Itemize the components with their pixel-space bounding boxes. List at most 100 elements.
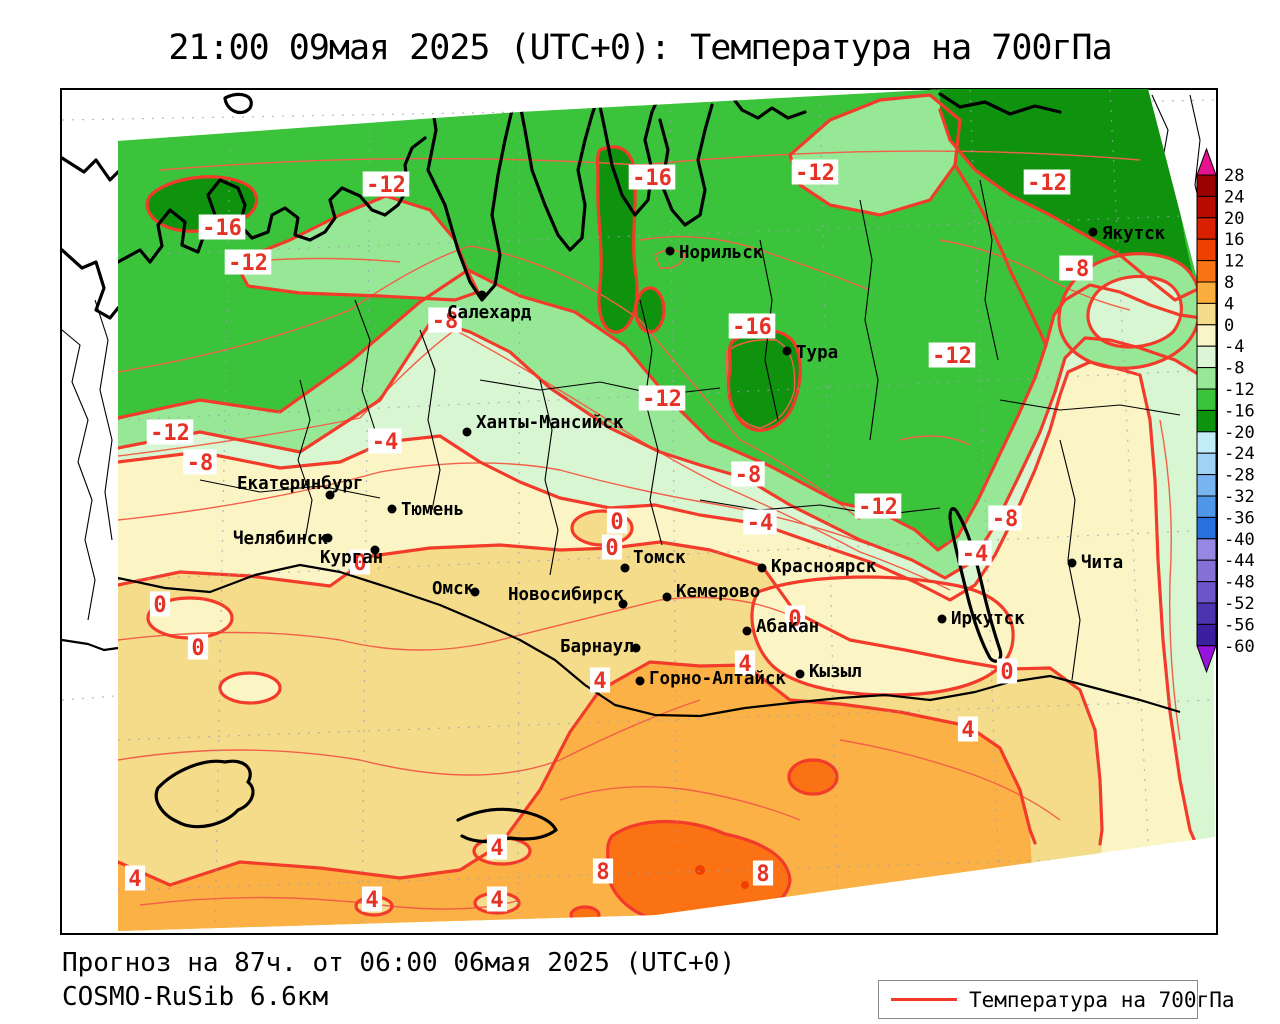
colorbar-tick-label: 4 xyxy=(1224,294,1234,314)
svg-text:4: 4 xyxy=(365,888,378,913)
contour-label: -8 xyxy=(988,505,1022,532)
city-marker: Курган xyxy=(320,545,383,568)
svg-text:4: 4 xyxy=(961,718,974,743)
svg-text:4: 4 xyxy=(490,888,503,913)
svg-text:-8: -8 xyxy=(735,463,762,488)
city-label: Тура xyxy=(796,343,838,363)
city-label: Тюмень xyxy=(401,500,464,520)
colorbar-tick-label: -40 xyxy=(1224,530,1255,550)
contour-label: 0 xyxy=(996,658,1018,685)
city-label: Кемерово xyxy=(676,582,760,602)
contour-label: -4 xyxy=(743,509,777,536)
colorbar-cell xyxy=(1196,260,1217,283)
model-info: COSMO-RuSib 6.6км xyxy=(62,982,329,1012)
colorbar-cell xyxy=(1196,431,1217,454)
colorbar-tick-label: 16 xyxy=(1224,230,1244,250)
colorbar-tick-label: -8 xyxy=(1224,359,1244,379)
colorbar-tick-label: -12 xyxy=(1224,380,1255,400)
svg-text:-12: -12 xyxy=(228,251,268,276)
svg-text:-12: -12 xyxy=(642,387,682,412)
svg-text:0: 0 xyxy=(191,636,204,661)
svg-text:-12: -12 xyxy=(1027,171,1067,196)
contour-label: 4 xyxy=(486,886,508,913)
contour-label: -12 xyxy=(791,159,839,186)
colorbar-cell xyxy=(1196,302,1217,326)
colorbar-cell xyxy=(1196,409,1217,433)
contour-label: -8 xyxy=(183,449,217,476)
svg-text:-12: -12 xyxy=(858,495,898,520)
city-marker: Салехард xyxy=(447,290,532,323)
svg-text:0: 0 xyxy=(788,607,801,632)
colorbar-cell xyxy=(1196,217,1217,240)
contour-label: -12 xyxy=(224,249,272,276)
contour-label: 4 xyxy=(589,667,611,694)
colorbar-tick-label: -4 xyxy=(1224,337,1244,357)
colorbar-tick-label: -48 xyxy=(1224,573,1255,593)
city-label: Томск xyxy=(633,548,686,568)
svg-text:-4: -4 xyxy=(747,511,774,536)
legend-label: Температура на 700гПа xyxy=(969,987,1235,1012)
colorbar: 2824201612840-4-8-12-16-20-24-28-32-36-4… xyxy=(1196,147,1255,674)
city-label: Абакан xyxy=(756,617,819,637)
contour-label: 4 xyxy=(361,886,383,913)
colorbar-tick-label: -24 xyxy=(1224,444,1255,464)
colorbar-cell xyxy=(1196,516,1217,540)
city-marker: Челябинск xyxy=(233,529,333,549)
contour-label: -4 xyxy=(368,428,402,455)
city-marker: Красноярск xyxy=(757,557,877,577)
colorbar-cell xyxy=(1196,623,1217,647)
colorbar-tick-label: -44 xyxy=(1224,551,1255,571)
city-marker: Омск xyxy=(432,579,480,599)
colorbar-cell xyxy=(1196,474,1217,497)
admin-borders xyxy=(118,179,1181,718)
svg-text:8: 8 xyxy=(596,860,609,885)
colorbar-tick-label: 8 xyxy=(1224,273,1234,293)
contour-label: 0 xyxy=(349,549,371,576)
svg-text:4: 4 xyxy=(738,652,751,677)
contour-labels: -16 -12 -12 -16 -12 -12 -8 -8 -16 -12 -12 -4 -12 -8 -8… xyxy=(124,159,1093,913)
svg-text:4: 4 xyxy=(593,669,606,694)
cities: Норильск Салехард Тура Якутск Ханты-Мансийск… xyxy=(233,224,1166,689)
city-label: Екатеринбург xyxy=(237,474,363,494)
svg-text:-8: -8 xyxy=(432,309,459,334)
city-marker: Чита xyxy=(1067,553,1123,573)
page-title: 21:00 09мая 2025 (UTC+0): Температура на… xyxy=(168,28,1112,68)
colorbar-cell xyxy=(1196,602,1217,625)
city-marker: Горно-Алтайск xyxy=(635,669,786,689)
contour-label: -12 xyxy=(146,419,194,446)
city-label: Чита xyxy=(1081,553,1123,573)
svg-text:0: 0 xyxy=(1000,660,1013,685)
contour-label: -12 xyxy=(928,342,976,369)
map-content: -16 -12 -12 -16 -12 -12 -8 -8 -16 -12 -12 -4 -12 -8 -8… xyxy=(61,89,1217,931)
contour-label: 4 xyxy=(124,865,146,892)
contour-label: -16 xyxy=(728,313,776,340)
city-label: Якутск xyxy=(1102,224,1166,244)
colorbar-tick-label: -56 xyxy=(1224,615,1255,635)
contour-label: -16 xyxy=(628,164,676,191)
svg-text:-8: -8 xyxy=(1063,257,1090,282)
colorbar-cell xyxy=(1196,345,1217,369)
coastlines xyxy=(118,90,1062,844)
svg-text:-8: -8 xyxy=(992,507,1019,532)
city-label: Челябинск xyxy=(233,529,328,549)
svg-text:-12: -12 xyxy=(795,161,835,186)
city-label: Кызыл xyxy=(809,662,862,682)
colorbar-cell xyxy=(1196,281,1217,304)
colorbar-cell xyxy=(1196,195,1217,219)
city-label: Норильск xyxy=(679,243,764,263)
city-label: Омск xyxy=(432,579,475,599)
contour-label: -4 xyxy=(958,540,992,567)
city-label: Салехард xyxy=(447,303,532,323)
svg-text:-8: -8 xyxy=(187,451,214,476)
svg-text:4: 4 xyxy=(128,867,141,892)
temperature-field xyxy=(118,89,1215,931)
colorbar-tick-label: -32 xyxy=(1224,487,1255,507)
colorbar-tick-label: 20 xyxy=(1224,209,1244,229)
colorbar-cell xyxy=(1196,174,1217,197)
colorbar-cell xyxy=(1196,452,1217,476)
contour-label: -8 xyxy=(731,461,765,488)
svg-text:-4: -4 xyxy=(962,542,989,567)
svg-text:0: 0 xyxy=(610,510,623,535)
